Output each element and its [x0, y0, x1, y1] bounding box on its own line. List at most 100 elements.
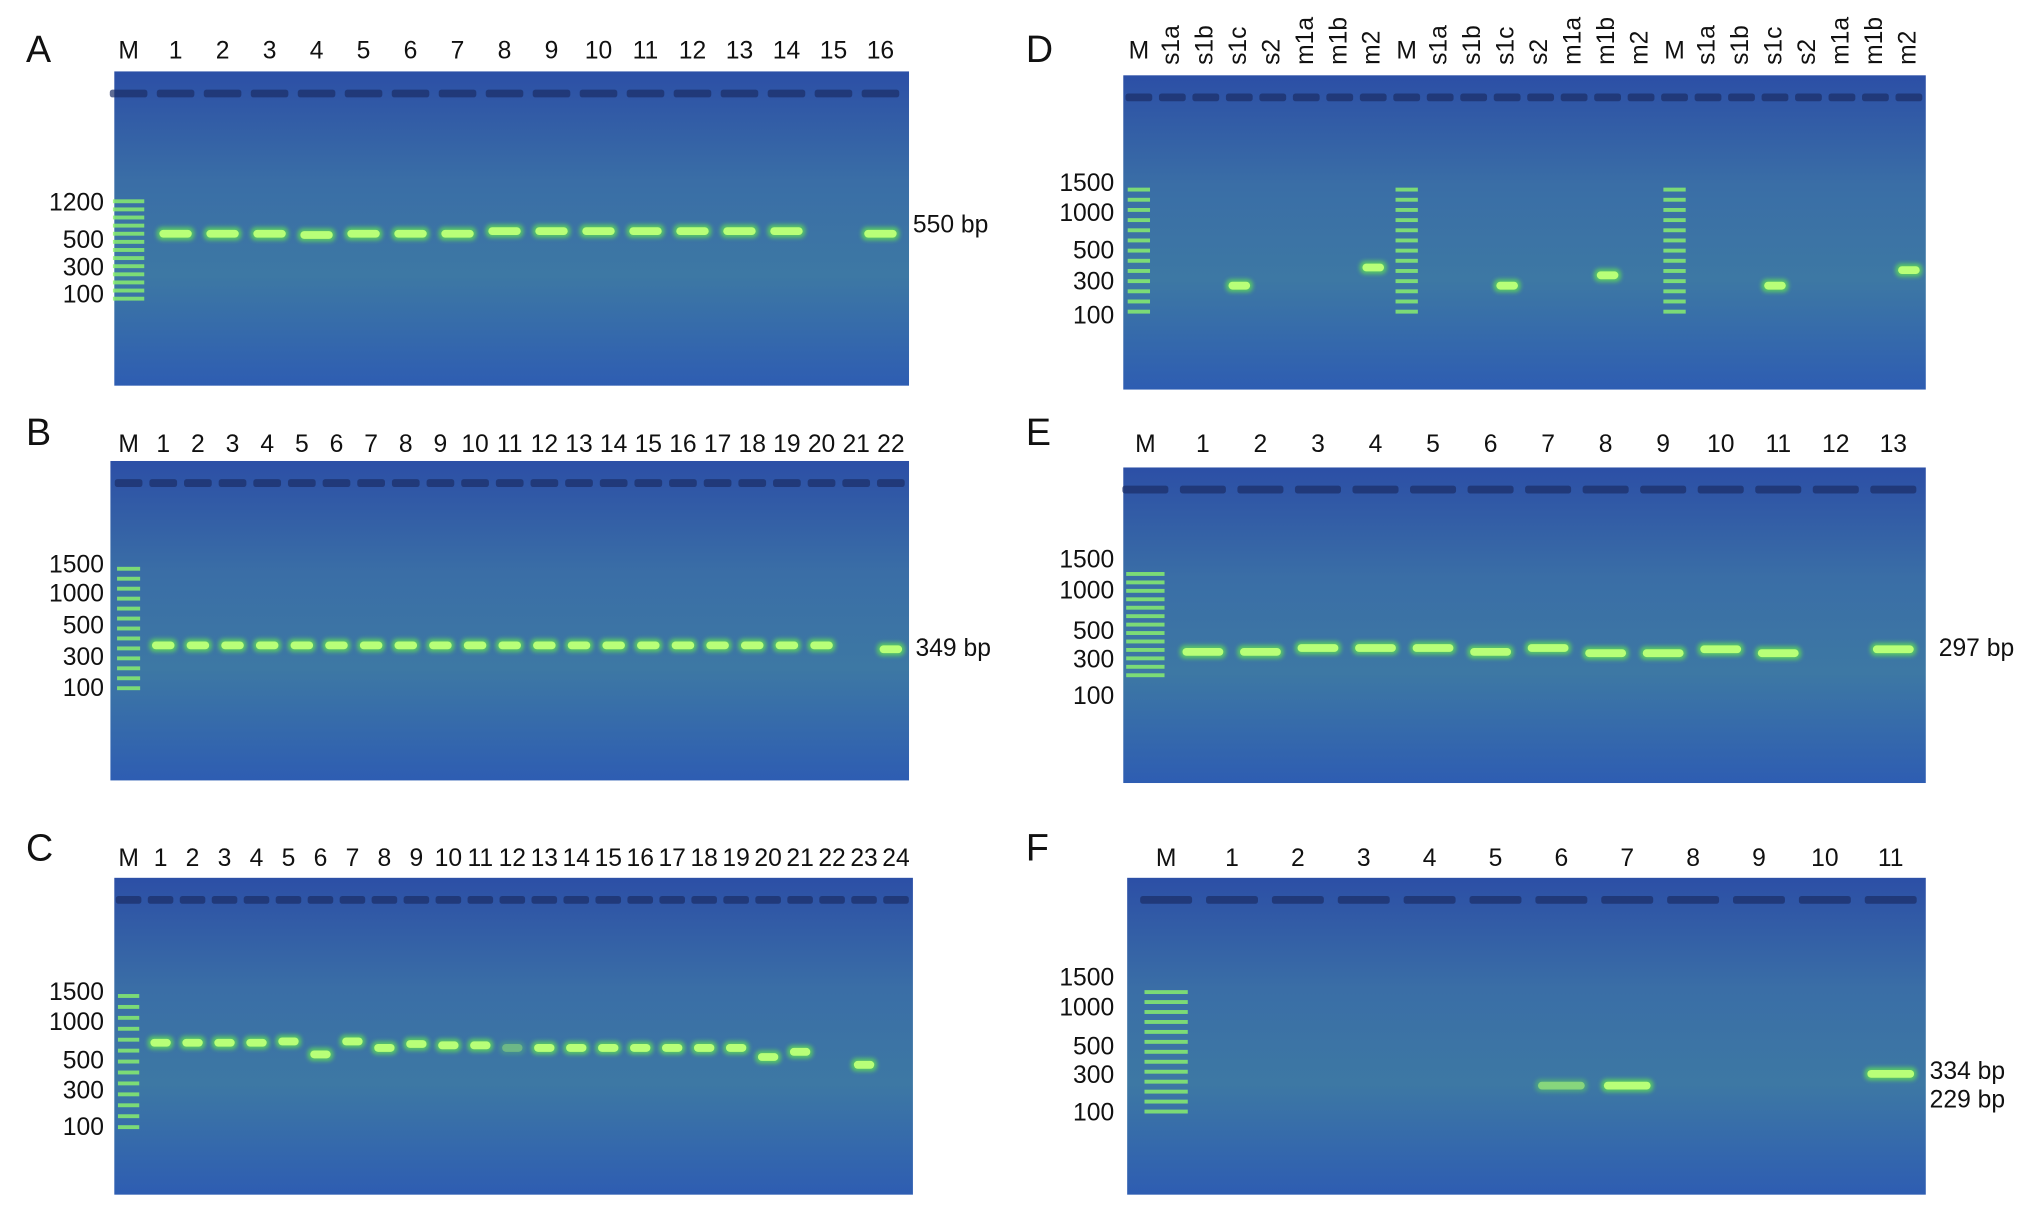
marker-label: 1200	[49, 189, 104, 216]
ladder-band	[1395, 228, 1418, 233]
band	[853, 1060, 875, 1069]
lane-label: 11	[1878, 845, 1904, 872]
lane-label: 18	[690, 845, 717, 872]
ladder-band	[1663, 258, 1686, 263]
gel-panel: B M 1 2 3 4 5 6 7 8 9 10 11 12 13 14 15 16 17 18 19 20 21 22150…	[26, 411, 991, 781]
lane-label: 17	[658, 845, 685, 872]
well	[1862, 93, 1889, 102]
well	[1627, 93, 1655, 102]
ladder-band	[117, 1114, 140, 1119]
lane-label: s1c	[1493, 27, 1520, 65]
ladder-band	[1663, 269, 1686, 273]
band	[770, 227, 803, 236]
lane-label: 2	[1254, 431, 1268, 458]
well	[426, 479, 455, 487]
ladder-band	[1126, 580, 1165, 585]
well	[461, 479, 489, 487]
well	[211, 895, 238, 904]
ladder-band	[112, 199, 145, 204]
lane-label: 7	[1620, 845, 1634, 872]
well	[243, 895, 270, 904]
ladder-band	[1144, 1109, 1188, 1114]
band	[1603, 1081, 1651, 1090]
ladder-band	[117, 596, 141, 601]
band	[429, 641, 452, 650]
band	[206, 229, 239, 238]
band	[394, 641, 418, 650]
ladder-band	[117, 566, 141, 571]
ladder-band	[1127, 299, 1151, 304]
ladder-band	[117, 1004, 140, 1009]
well	[634, 479, 663, 487]
well	[563, 895, 590, 904]
band	[1228, 281, 1251, 290]
panel-letter: A	[26, 28, 52, 70]
band	[567, 641, 591, 650]
ladder-band	[1126, 597, 1165, 602]
ladder-band	[1144, 1099, 1188, 1104]
well	[1179, 485, 1226, 494]
ladder-band	[112, 231, 145, 236]
well	[1206, 895, 1258, 904]
well	[1733, 895, 1785, 904]
well	[184, 479, 212, 487]
band	[775, 641, 799, 650]
lane-label: 6	[1484, 431, 1498, 458]
ladder-band	[112, 288, 145, 293]
lane-label: M	[1135, 431, 1156, 458]
well	[1292, 93, 1320, 102]
lane-label: 1	[156, 431, 170, 458]
lane-label: m1b	[1861, 17, 1888, 65]
ladder-band	[1663, 197, 1686, 202]
band	[438, 1041, 459, 1050]
ladder-band	[1127, 218, 1151, 223]
lane-label: 13	[531, 845, 558, 872]
band	[325, 641, 348, 650]
lane-label: s1b	[1459, 25, 1486, 65]
well	[1728, 93, 1755, 102]
ladder-band	[1126, 622, 1165, 627]
well	[1122, 485, 1169, 494]
well	[297, 89, 336, 98]
ladder-band	[1127, 238, 1151, 243]
ladder-band	[1127, 248, 1151, 253]
lane-label: 4	[1423, 845, 1437, 872]
lane-label: 24	[882, 845, 909, 872]
well	[669, 479, 697, 487]
band	[676, 227, 709, 236]
ladder-band	[117, 1015, 140, 1020]
band	[406, 1040, 427, 1048]
band	[150, 1038, 171, 1047]
band	[1764, 281, 1786, 290]
ladder-band	[117, 586, 141, 591]
well	[787, 895, 813, 904]
lane-label: 10	[585, 37, 612, 64]
band-size-label: 297 bp	[1939, 635, 2014, 662]
well	[1359, 93, 1387, 102]
marker-label: 300	[1073, 646, 1114, 673]
ladder-band	[1127, 279, 1151, 284]
lane-label: M	[1396, 37, 1417, 64]
well	[532, 89, 571, 98]
band	[290, 641, 314, 650]
lane-label: m1b	[1325, 17, 1352, 65]
well	[755, 895, 781, 904]
well	[322, 479, 351, 487]
well	[1594, 93, 1621, 102]
well	[1895, 93, 1923, 102]
panel-letter: D	[1026, 28, 1053, 70]
ladder-band	[1395, 207, 1418, 212]
lane-label: 18	[739, 431, 766, 458]
marker-label: 300	[1073, 1062, 1114, 1089]
well	[357, 479, 385, 487]
lane-label: 1	[1225, 845, 1239, 872]
lane-label: 20	[754, 845, 781, 872]
ladder-band	[1126, 664, 1165, 669]
well	[275, 895, 302, 904]
lane-label: 8	[1686, 845, 1700, 872]
well	[253, 479, 282, 487]
well	[673, 89, 712, 98]
lane-label: 2	[216, 37, 230, 64]
ladder-band	[1126, 631, 1165, 635]
